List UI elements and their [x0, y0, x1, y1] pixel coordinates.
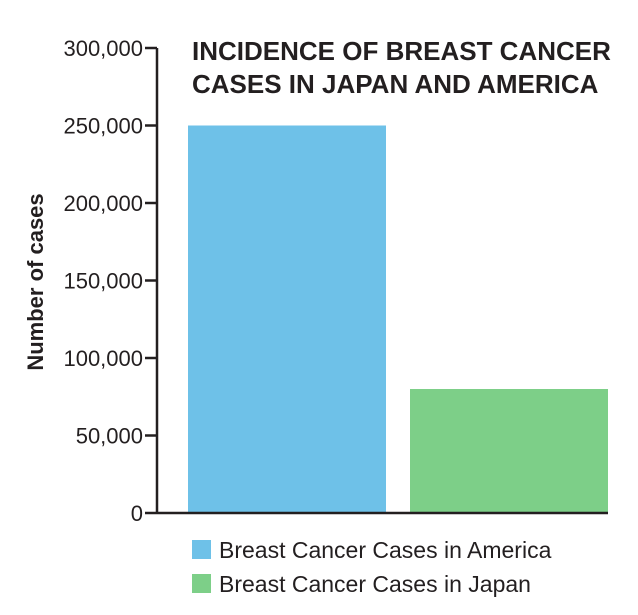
y-tick-label: 0: [131, 501, 143, 526]
legend: Breast Cancer Cases in America Breast Ca…: [192, 537, 552, 597]
axes-layer: 0 50,000 100,000 150,000 200,000 250,000 300,0…: [63, 36, 608, 526]
y-tick-label: 250,000: [63, 114, 143, 139]
y-tick-label: 100,000: [63, 346, 143, 371]
y-axis-title: Number of cases: [23, 193, 48, 370]
bar-japan: [410, 389, 608, 513]
legend-label-america: Breast Cancer Cases in America: [219, 537, 552, 563]
bar-america: [188, 125, 386, 513]
y-tick-label: 200,000: [63, 191, 143, 216]
legend-swatch-japan: [192, 574, 211, 593]
y-tick-label: 150,000: [63, 269, 143, 294]
chart-title-line-2: CASES IN JAPAN AND AMERICA: [192, 69, 599, 99]
legend-label-japan: Breast Cancer Cases in Japan: [219, 571, 531, 597]
bars-layer: [188, 125, 608, 513]
chart-title-line-1: INCIDENCE OF BREAST CANCER: [192, 36, 611, 66]
legend-swatch-america: [192, 540, 211, 559]
y-tick-label: 50,000: [76, 424, 143, 449]
y-tick-label: 300,000: [63, 36, 143, 61]
